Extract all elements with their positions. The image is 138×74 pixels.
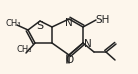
Text: N: N bbox=[65, 18, 73, 28]
Text: CH₃: CH₃ bbox=[16, 45, 32, 54]
Text: SH: SH bbox=[95, 15, 109, 25]
Text: O: O bbox=[65, 55, 73, 65]
Text: S: S bbox=[36, 21, 44, 31]
Text: CH₃: CH₃ bbox=[5, 20, 21, 28]
Text: N: N bbox=[84, 39, 92, 49]
